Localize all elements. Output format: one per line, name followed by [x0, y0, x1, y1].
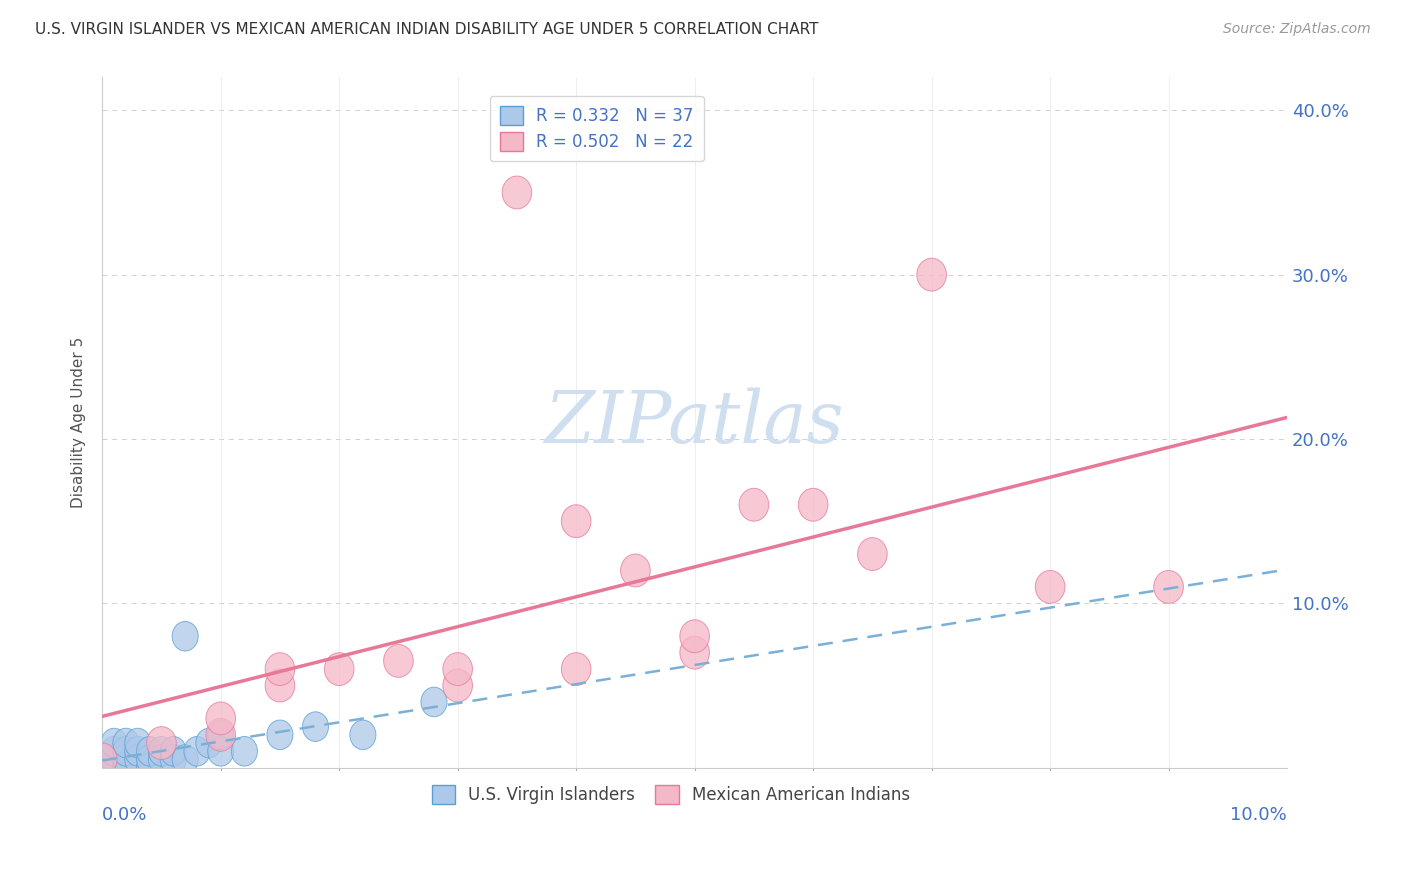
Text: 10.0%: 10.0% — [1230, 805, 1286, 823]
Ellipse shape — [172, 745, 198, 774]
Text: U.S. VIRGIN ISLANDER VS MEXICAN AMERICAN INDIAN DISABILITY AGE UNDER 5 CORRELATI: U.S. VIRGIN ISLANDER VS MEXICAN AMERICAN… — [35, 22, 818, 37]
Ellipse shape — [681, 636, 710, 669]
Ellipse shape — [101, 745, 127, 774]
Ellipse shape — [740, 488, 769, 521]
Ellipse shape — [384, 644, 413, 677]
Ellipse shape — [443, 669, 472, 702]
Legend: U.S. Virgin Islanders, Mexican American Indians: U.S. Virgin Islanders, Mexican American … — [425, 779, 917, 811]
Ellipse shape — [208, 720, 233, 749]
Ellipse shape — [101, 737, 127, 766]
Ellipse shape — [443, 653, 472, 686]
Ellipse shape — [112, 737, 139, 766]
Ellipse shape — [184, 737, 209, 766]
Ellipse shape — [101, 753, 127, 782]
Text: Source: ZipAtlas.com: Source: ZipAtlas.com — [1223, 22, 1371, 37]
Ellipse shape — [205, 702, 236, 735]
Ellipse shape — [149, 745, 174, 774]
Ellipse shape — [232, 737, 257, 766]
Ellipse shape — [420, 687, 447, 717]
Ellipse shape — [112, 745, 139, 774]
Y-axis label: Disability Age Under 5: Disability Age Under 5 — [72, 337, 86, 508]
Ellipse shape — [561, 505, 591, 538]
Ellipse shape — [172, 622, 198, 651]
Ellipse shape — [620, 554, 650, 587]
Ellipse shape — [350, 720, 375, 749]
Ellipse shape — [325, 653, 354, 686]
Ellipse shape — [89, 753, 115, 782]
Ellipse shape — [136, 745, 163, 774]
Ellipse shape — [125, 728, 150, 758]
Ellipse shape — [208, 737, 233, 766]
Ellipse shape — [205, 718, 236, 751]
Ellipse shape — [267, 720, 292, 749]
Ellipse shape — [195, 728, 222, 758]
Ellipse shape — [502, 176, 531, 209]
Ellipse shape — [125, 745, 150, 774]
Ellipse shape — [89, 753, 115, 782]
Ellipse shape — [101, 753, 127, 782]
Ellipse shape — [112, 753, 139, 782]
Ellipse shape — [858, 538, 887, 571]
Ellipse shape — [89, 745, 115, 774]
Ellipse shape — [799, 488, 828, 521]
Ellipse shape — [1154, 571, 1184, 603]
Ellipse shape — [146, 727, 176, 759]
Ellipse shape — [89, 753, 115, 782]
Ellipse shape — [266, 669, 295, 702]
Ellipse shape — [160, 745, 187, 774]
Ellipse shape — [101, 745, 127, 774]
Ellipse shape — [149, 737, 174, 766]
Ellipse shape — [1035, 571, 1064, 603]
Ellipse shape — [266, 653, 295, 686]
Ellipse shape — [136, 737, 163, 766]
Ellipse shape — [681, 620, 710, 653]
Ellipse shape — [112, 753, 139, 782]
Ellipse shape — [89, 753, 115, 782]
Ellipse shape — [561, 653, 591, 686]
Ellipse shape — [87, 743, 117, 776]
Text: 0.0%: 0.0% — [103, 805, 148, 823]
Ellipse shape — [125, 737, 150, 766]
Ellipse shape — [112, 728, 139, 758]
Ellipse shape — [101, 728, 127, 758]
Ellipse shape — [160, 737, 187, 766]
Ellipse shape — [302, 712, 329, 741]
Text: ZIPatlas: ZIPatlas — [546, 387, 845, 458]
Ellipse shape — [136, 753, 163, 782]
Ellipse shape — [917, 258, 946, 291]
